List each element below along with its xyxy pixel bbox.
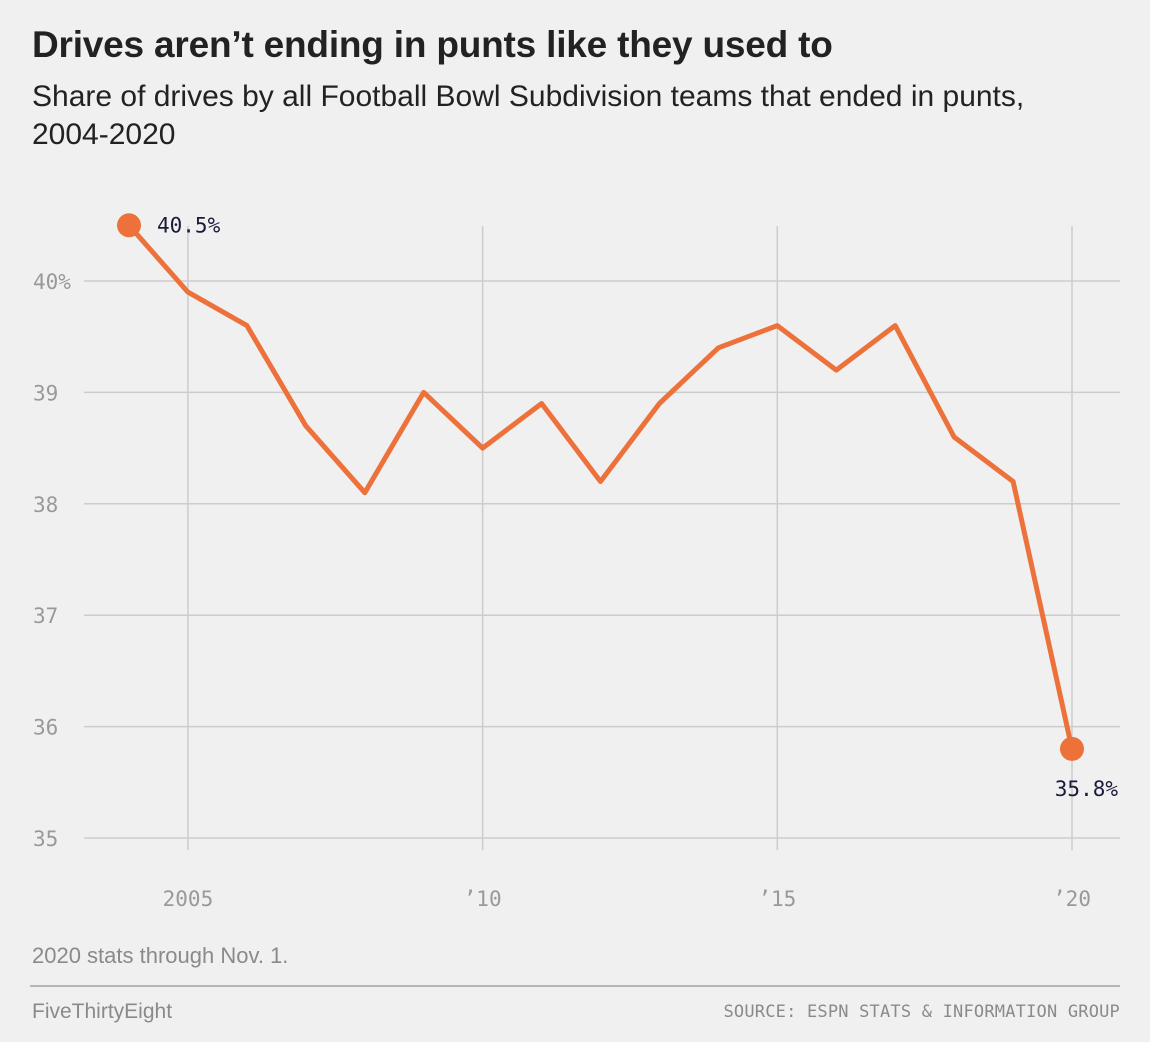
data-label: 40.5% (157, 213, 221, 237)
data-point-marker (1060, 736, 1084, 761)
chart-title: Drives aren’t ending in punts like they … (32, 24, 833, 65)
chart-subtitle: Share of drives by all Football Bowl Sub… (32, 80, 1025, 151)
y-tick-label: 39 (33, 381, 58, 405)
grid-layer (84, 226, 1120, 850)
y-tick-label: 36 (33, 716, 58, 740)
x-tick-label: ’20 (1053, 887, 1091, 911)
x-tick-label: ’10 (464, 887, 502, 911)
y-tick-label: 38 (33, 493, 58, 517)
annotation-layer: 40.5% 35.8% (117, 213, 1118, 801)
tick-labels: 40% 39 38 37 36 35 2005 ’10 ’15 ’20 (33, 270, 1091, 911)
series-layer (126, 222, 1075, 752)
footer-divider (30, 985, 1120, 987)
data-point-marker (117, 213, 141, 238)
source-label: SOURCE: ESPN STATS & INFORMATION GROUP (723, 1002, 1120, 1022)
brand-label: FiveThirtyEight (32, 1000, 173, 1023)
data-label: 35.8% (1055, 777, 1119, 801)
line-chart: 40% 39 38 37 36 35 2005 ’10 ’15 ’20 40.5% 35.8% (33, 213, 1120, 911)
y-tick-label: 40% (33, 270, 71, 294)
footnote: 2020 stats through Nov. 1. (32, 943, 289, 968)
y-tick-label: 35 (33, 827, 58, 851)
x-tick-label: 2005 (163, 887, 214, 911)
y-tick-label: 37 (33, 604, 58, 628)
series-line (126, 222, 1075, 752)
x-tick-label: ’15 (758, 887, 796, 911)
